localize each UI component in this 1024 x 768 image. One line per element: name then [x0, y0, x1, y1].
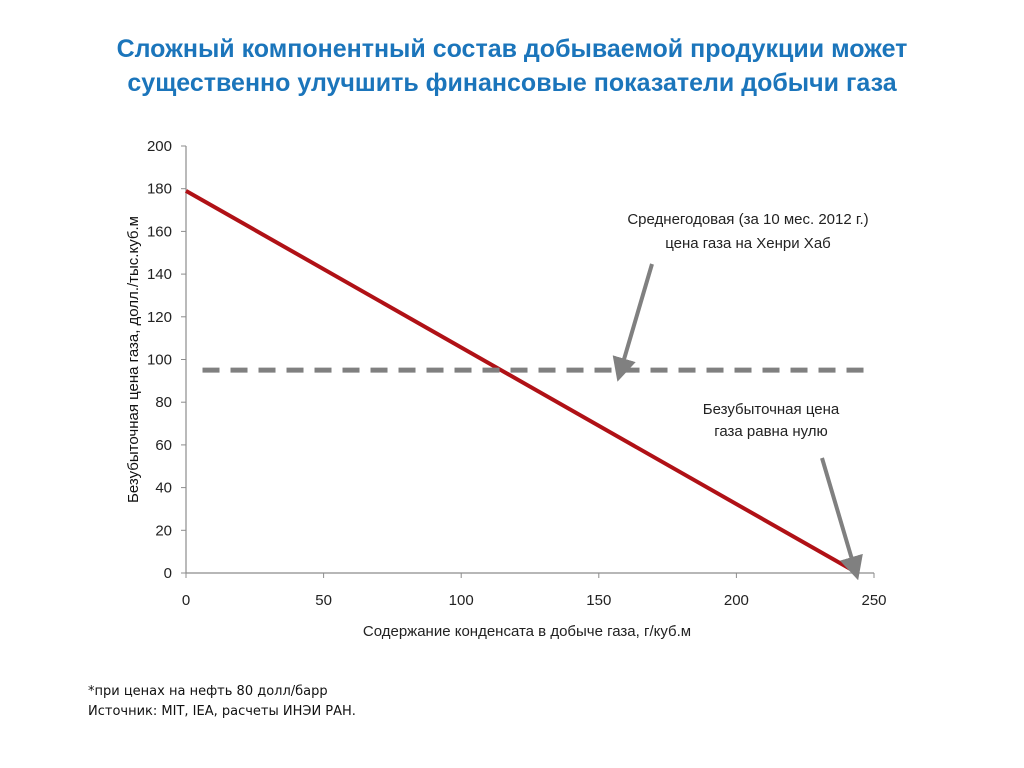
x-tick-label: 250: [861, 592, 886, 609]
annotation-1-line-2: цена газа на Хенри Хаб: [665, 235, 831, 252]
x-tick-label: 0: [182, 592, 190, 609]
y-tick-label: 120: [147, 309, 172, 326]
y-tick-label: 0: [164, 565, 172, 582]
x-tick-label: 150: [586, 592, 611, 609]
y-tick-label: 20: [155, 522, 172, 539]
x-tick-label: 200: [724, 592, 749, 609]
y-tick-label: 160: [147, 223, 172, 240]
footnote-source: Источник: MIT, IEA, расчеты ИНЭИ РАН.: [88, 704, 356, 719]
y-tick-label: 140: [147, 266, 172, 283]
annotation-2-arrow: [820, 457, 863, 581]
annotation-1-line-1: Среднегодовая (за 10 мес. 2012 г.): [627, 211, 868, 228]
y-tick-label: 40: [155, 480, 172, 497]
y-tick-label: 60: [155, 437, 172, 454]
y-tick-label: 200: [147, 138, 172, 155]
y-axis-title: Безубыточная цена газа, долл./тыс.куб.м: [125, 216, 142, 503]
y-tick-label: 80: [155, 394, 172, 411]
footnote-price-note: *при ценах на нефть 80 долл/барр: [88, 684, 328, 699]
annotation-1-arrow: [612, 263, 654, 382]
y-tick-label: 180: [147, 181, 172, 198]
footnote: *при ценах на нефть 80 долл/барр Источни…: [88, 682, 356, 722]
annotation-2-line-1: Безубыточная цена: [703, 401, 840, 418]
annotation-2-line-2: газа равна нулю: [714, 423, 828, 440]
y-tick-label: 100: [147, 352, 172, 369]
breakeven-price-line: [185, 189, 859, 575]
slide-title: Сложный компонентный состав добываемой п…: [40, 32, 984, 100]
x-tick-label: 100: [449, 592, 474, 609]
x-tick-label: 50: [315, 592, 332, 609]
x-axis-title: Содержание конденсата в добыче газа, г/к…: [363, 623, 691, 640]
title-line-1: Сложный компонентный состав добываемой п…: [116, 35, 908, 63]
title-line-2: существенно улучшить финансовые показате…: [127, 69, 897, 97]
